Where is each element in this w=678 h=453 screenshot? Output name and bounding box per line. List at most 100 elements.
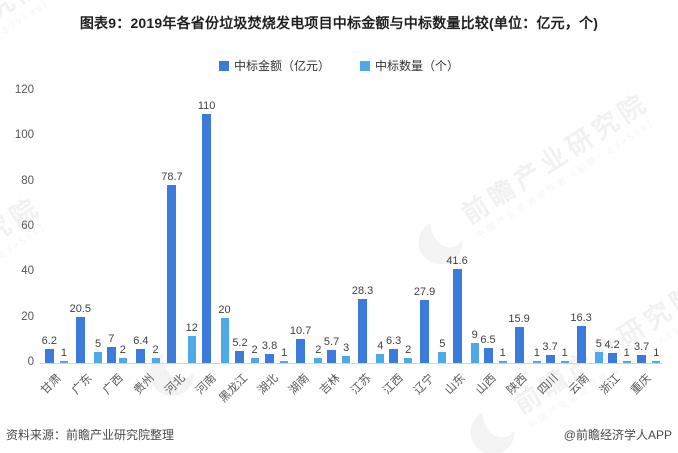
count-bar [652,360,661,363]
amount-value-label: 3.8 [261,340,278,353]
x-tick: 广西 [101,368,133,418]
x-tick: 浙江 [598,368,631,418]
count-bar [118,358,127,363]
count-value-label: 5 [439,337,446,350]
x-tick: 黑龙江 [217,368,258,418]
amount-value-label: 4.2 [604,339,620,352]
amount-bar [389,348,399,363]
bar-group: 3.7 1 [541,91,571,363]
amount-bar [202,113,212,363]
x-tick-label: 江西 [380,372,406,398]
amount-bar [136,348,146,363]
amount-bar [167,184,177,363]
amount-value-label: 27.9 [413,285,436,298]
count-value-label: 2 [119,344,126,357]
amount-value-label: 28.3 [351,284,374,297]
amount-bar [607,353,617,363]
bar-group: 5.7 3 [322,91,352,363]
amount-bar [514,326,524,363]
count-value-label: 1 [561,346,568,359]
x-tick-label: 浙江 [598,372,624,398]
legend-swatch-count-icon [360,60,370,71]
amount-value-label: 6.5 [480,334,496,347]
x-tick: 甘肃 [38,368,71,418]
count-bar [220,317,229,363]
amount-value-label: 6.2 [41,334,57,347]
legend-swatch-amount-icon [218,60,229,71]
count-bar [342,356,351,363]
amount-bar [420,299,430,363]
x-tick: 江苏 [349,368,382,418]
bar-group: 10.7 2 [290,91,323,363]
amount-value-label: 3.7 [634,340,650,353]
x-tick: 湖南 [287,368,320,418]
x-axis: 甘肃 广东 广西 贵州 河北 河南 黑龙江 湖北 湖南 吉林 江苏 江西 辽宁 山东 山西 陕西 四川 云南 浙江重… [38,368,662,418]
x-tick: 吉林 [318,368,351,418]
amount-value-label: 20.5 [69,302,92,315]
x-tick-label: 陕西 [504,372,530,398]
count-value-label: 1 [653,346,660,359]
count-bar [498,360,507,363]
amount-value-label: 5.2 [232,337,248,350]
bar-group: 6.4 2 [132,91,162,363]
y-tick-label: 60 [21,220,34,232]
amount-bar [265,354,275,363]
count-bar [470,342,479,363]
amount-bar [106,347,116,363]
amount-bar [44,348,54,363]
x-tick: 山东 [443,368,475,418]
source-note: 资料来源：前瞻产业研究院整理 [6,428,175,442]
count-bar [594,351,603,363]
count-bar [280,360,289,363]
bar-group: 20.5 5 [69,91,103,363]
count-value-label: 9 [471,328,478,341]
count-value-label: 1 [60,346,67,359]
amount-value-label: 110 [197,99,216,112]
bar-group: 6.3 2 [384,91,414,363]
amount-value-label: 15.9 [508,312,530,325]
x-axis-line [40,363,662,364]
amount-value-label: 16.3 [570,312,592,325]
count-value-label: 2 [251,344,258,357]
credit-note: @前瞻经济学人APP [563,428,672,442]
amount-value-label: 6.4 [133,334,149,347]
x-tick-label: 云南 [567,372,592,398]
legend-label-amount: 中标金额（亿元） [233,59,330,73]
bar-group: 5.2 2 [231,91,261,363]
x-tick: 重庆 [629,368,662,418]
count-value-label: 1 [499,346,506,359]
x-tick: 四川 [536,368,569,418]
count-value-label: 5 [595,337,602,350]
amount-bar [296,338,306,363]
x-tick-label: 河北 [162,372,188,398]
bar-group: 41.6 9 [446,91,479,363]
count-bar [438,351,447,363]
count-value-label: 1 [533,346,540,359]
x-tick: 云南 [567,368,600,418]
x-tick: 山西 [474,368,506,418]
amount-value-label: 3.7 [542,340,558,353]
x-tick-label: 江苏 [349,372,375,398]
bar-group: 78.7 12 [161,91,198,363]
count-value-label: 2 [315,344,322,357]
plot-area: 6.2 1 20.5 5 7 2 6.4 2 78.7 12 110 20 5.2 2 3.8 1 10.7 2 5… [40,91,662,363]
x-tick: 贵州 [131,368,164,418]
bar-group: 15.9 1 [508,91,541,363]
x-tick-label: 贵州 [131,372,157,398]
legend: 中标金额（亿元） 中标数量（个） [0,57,678,74]
count-bar [376,353,385,363]
x-tick-label: 湖北 [256,372,281,398]
x-tick-label: 辽宁 [411,372,437,398]
bar-group: 28.3 4 [351,91,385,363]
y-axis: 0 20 40 60 80 100 120 [2,84,34,367]
amount-value-label: 6.3 [385,334,402,347]
count-value-label: 1 [281,346,288,359]
x-tick-label: 甘肃 [38,372,64,398]
count-value-label: 4 [377,339,384,352]
count-value-label: 2 [152,344,159,357]
count-bar [94,351,103,363]
y-tick-label: 20 [21,310,34,323]
count-value-label: 3 [343,342,350,355]
